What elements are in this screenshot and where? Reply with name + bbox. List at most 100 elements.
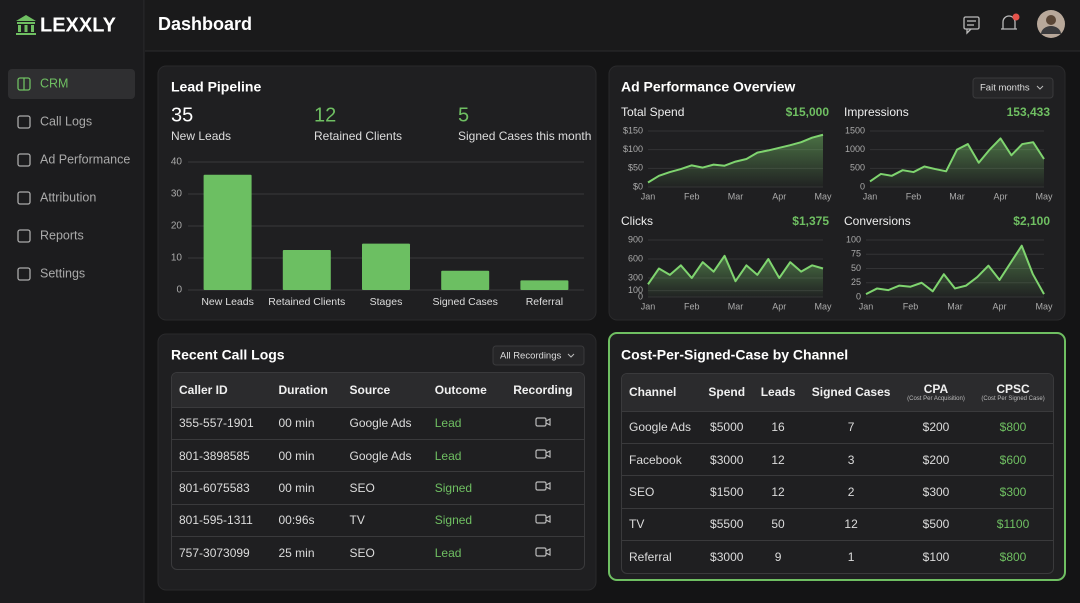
cell: Google Ads (622, 410, 701, 444)
x-tick-label: Referral (526, 296, 563, 308)
cell: Facebook (622, 442, 701, 476)
bar (441, 270, 490, 290)
nav-item[interactable]: Reports (17, 228, 84, 243)
y-tick-label: 0 (176, 285, 182, 296)
y-tick-label: 0 (638, 291, 643, 301)
column-header: CPSC (Cost Per Signed Case) (973, 374, 1053, 411)
column-header: CPA (Cost Per Acquisition) (898, 374, 974, 411)
x-tick-label: Apr (772, 191, 786, 201)
cell: 7 (803, 410, 899, 444)
line (869, 137, 1045, 183)
nav-icon (17, 153, 31, 167)
y-tick-label: 1500 (845, 125, 865, 135)
column-label: CPSC (996, 382, 1030, 397)
x-tick-label: May (814, 301, 832, 311)
column-header: Channel (622, 374, 701, 411)
nav-item[interactable]: CRM (17, 76, 68, 91)
column-label: Channel (629, 385, 677, 400)
bar (362, 243, 410, 290)
page-title: Dashboard (158, 14, 252, 34)
cell: $1100 (973, 507, 1053, 541)
x-tick-label: Apr (993, 191, 1007, 201)
cell: TV (342, 503, 428, 537)
cell: $800 (973, 410, 1053, 444)
cell: 00 min (271, 438, 343, 472)
x-tick-label: Mar (728, 301, 744, 311)
x-tick-label: Stages (370, 296, 403, 308)
recording-icon[interactable] (535, 416, 551, 428)
cell: Lead (427, 438, 502, 472)
row: Referral $3000 9 1 $100 $800 (622, 540, 1053, 573)
row: 801-6075583 00 min SEO Signed (172, 471, 584, 505)
x-tick-label: Apr (772, 301, 786, 311)
recording-icon[interactable] (535, 480, 551, 492)
recording-icon[interactable] (535, 546, 551, 558)
cell: $600 (973, 442, 1053, 476)
nav-icon (17, 115, 31, 129)
cell: $300 (973, 475, 1053, 509)
messages-icon[interactable] (963, 16, 980, 35)
cell: 12 (803, 507, 899, 541)
nav-item[interactable]: Attribution (17, 190, 96, 205)
cell: $300 (898, 475, 974, 509)
column-label: Spend (708, 385, 746, 400)
cell (501, 536, 584, 569)
bar (520, 280, 569, 290)
cell: 00:96s (271, 503, 343, 537)
row: TV $5500 50 12 $500 $1100 (622, 507, 1053, 541)
nav-item[interactable]: Settings (17, 266, 85, 281)
cell (501, 471, 584, 505)
dropdown-label: Fait months (980, 83, 1030, 94)
x-tick-label: Feb (684, 191, 700, 201)
x-tick-label: May (814, 191, 832, 201)
cell: 801-3898585 (172, 438, 272, 472)
card-title: Recent Call Logs (171, 347, 285, 363)
cell: $5000 (700, 410, 753, 444)
y-tick-label: 20 (171, 221, 183, 232)
nav-item[interactable]: Ad Performance (17, 152, 130, 167)
area (866, 245, 1044, 297)
stat-value: 12 (314, 104, 336, 126)
nav-label: Ad Performance (40, 152, 130, 166)
x-tick-label: Jan (641, 191, 656, 201)
column-header: Leads (752, 374, 804, 411)
column-header: Spend (700, 374, 753, 411)
y-tick-label: 300 (628, 272, 643, 282)
x-tick-label: Signed Cases (433, 296, 498, 308)
row: 801-3898585 00 min Google Ads Lead (172, 438, 584, 472)
column-label: Signed Cases (811, 385, 891, 400)
recording-icon[interactable] (535, 513, 551, 525)
row: 757-3073099 25 min SEO Lead (172, 536, 584, 569)
recording-icon[interactable] (535, 448, 551, 460)
notifications-icon[interactable] (1001, 13, 1020, 30)
sidebar (0, 0, 144, 603)
bar (282, 250, 331, 290)
card-title: Lead Pipeline (171, 79, 261, 95)
y-tick-label: 30 (171, 189, 183, 200)
y-tick-label: 75 (851, 249, 861, 259)
y-tick-label: $50 (628, 163, 643, 173)
cell: 1 (803, 540, 899, 573)
cell: 801-6075583 (172, 471, 272, 505)
nav-icon (17, 267, 31, 281)
cell (501, 438, 584, 472)
lead-pipeline-card (157, 65, 597, 321)
nav-item[interactable]: Call Logs (17, 114, 92, 129)
row: 801-595-1311 00:96s TV Signed (172, 503, 584, 537)
nav-label: CRM (40, 76, 68, 90)
y-tick-label: 40 (171, 157, 183, 168)
dropdown[interactable]: All Recordings (492, 345, 585, 366)
dropdown[interactable]: Fait months (972, 77, 1054, 99)
avatar[interactable] (1037, 10, 1065, 38)
line (865, 244, 1045, 296)
cell: 25 min (271, 536, 343, 569)
active-item (8, 69, 135, 99)
column-note: (Cost Per Acquisition) (907, 396, 965, 403)
stat-value: 35 (171, 104, 193, 126)
x-tick-label: Jan (863, 191, 878, 201)
y-tick-label: 500 (850, 163, 865, 173)
card-title: Ad Performance Overview (621, 79, 795, 95)
nav-label: Attribution (40, 190, 96, 204)
cell: Google Ads (342, 406, 428, 440)
bar (203, 174, 252, 290)
